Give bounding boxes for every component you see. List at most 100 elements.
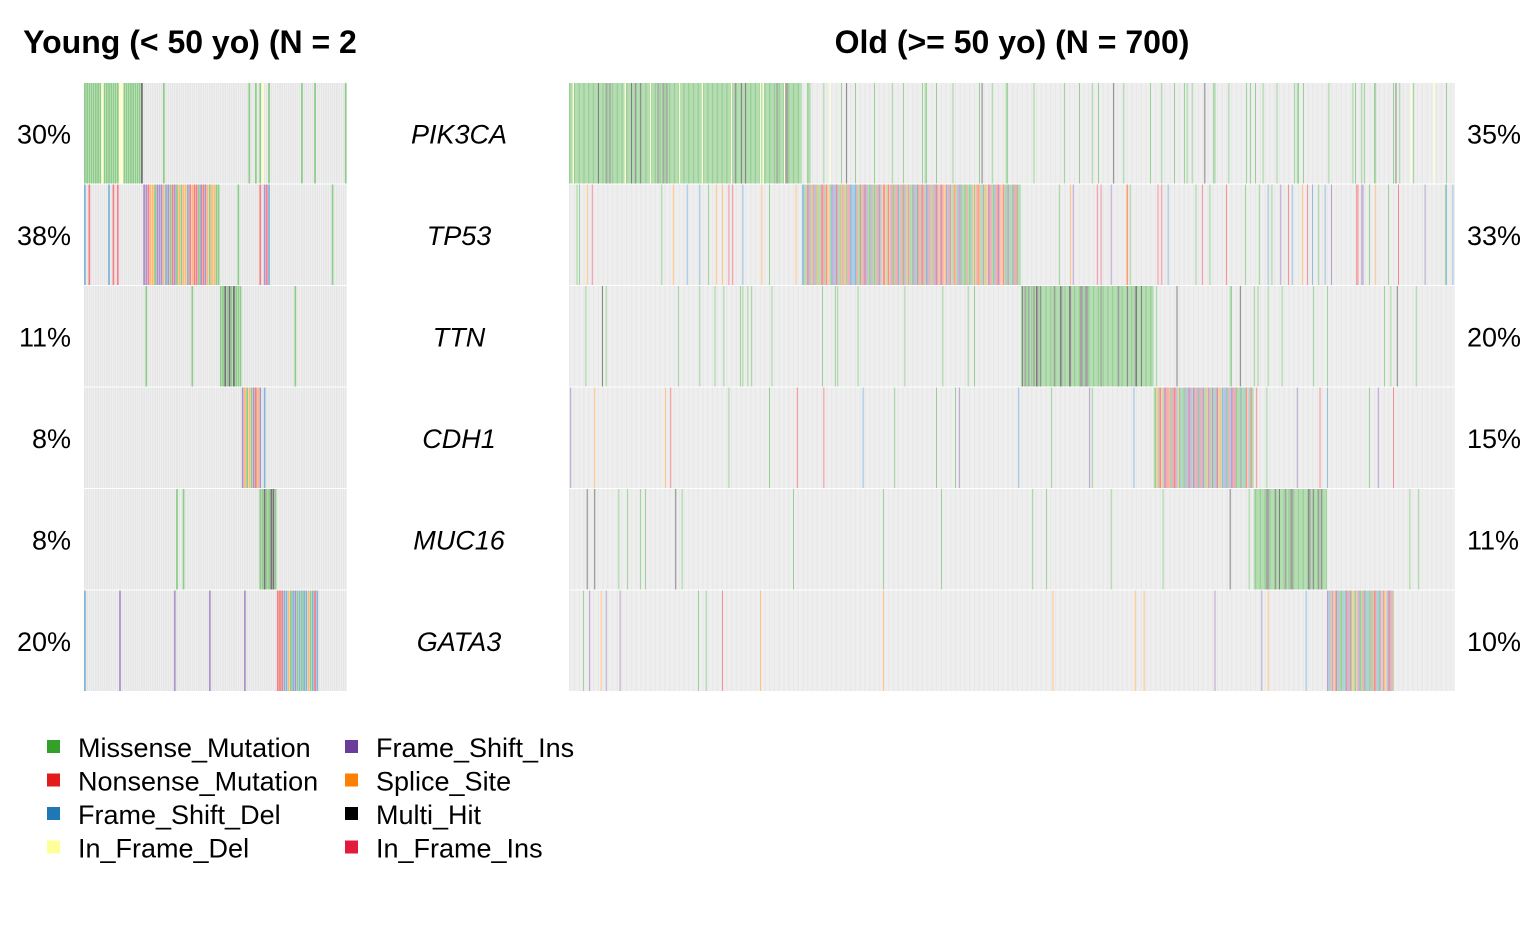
old-cdh1-cell	[875, 387, 877, 488]
old-cdh1-cell	[1153, 387, 1155, 488]
old-ttn-cell	[1244, 286, 1246, 387]
old-tp53-cell	[1044, 184, 1046, 285]
old-pik3ca-cell	[1093, 83, 1094, 184]
young-gata3-cell	[132, 590, 135, 691]
old-cdh1-cell	[1279, 387, 1280, 488]
old-gata3-cell	[656, 590, 658, 691]
old-tp53-cell	[1422, 184, 1424, 285]
old-ttn-cell	[1377, 286, 1379, 387]
young-cdh1-cell	[195, 387, 198, 488]
old-pik3ca-cell	[1267, 83, 1269, 184]
old-cdh1-cell	[787, 387, 789, 488]
old-muc16-cell	[1149, 489, 1151, 590]
young-pik3ca-cell	[314, 83, 316, 184]
old-tp53-cell	[944, 184, 946, 285]
old-cdh1-cell	[1091, 387, 1093, 488]
old-tp53-cell	[972, 184, 974, 285]
old-muc16-cell	[569, 489, 570, 590]
old-pik3ca-cell	[738, 83, 740, 184]
old-tp53-cell	[1156, 184, 1158, 285]
old-ttn-cell	[1322, 286, 1324, 387]
old-pik3ca-cell	[587, 83, 589, 184]
old-tp53-cell	[689, 184, 691, 285]
old-gata3-cell	[743, 590, 745, 691]
old-tp53-cell	[648, 184, 650, 285]
old-cdh1-cell	[951, 387, 953, 488]
old-cdh1-cell	[631, 387, 632, 488]
old-ttn-cell	[1362, 286, 1364, 387]
old-gata3-cell	[595, 590, 597, 691]
old-ttn-cell	[1166, 286, 1168, 387]
old-muc16-cell	[1061, 489, 1063, 590]
old-gata3-cell	[985, 590, 987, 691]
old-muc16-cell	[700, 489, 702, 590]
old-gata3-cell	[818, 590, 820, 691]
old-gata3-cell	[703, 590, 705, 691]
old-tp53-cell	[642, 184, 644, 285]
old-gata3-cell	[1014, 590, 1016, 691]
old-muc16-cell	[1310, 489, 1312, 590]
old-muc16-cell	[1008, 489, 1010, 590]
old-gata3-cell	[1266, 590, 1268, 691]
old-tp53-cell	[653, 184, 655, 285]
old-cdh1-cell	[1309, 387, 1311, 488]
old-tp53-cell	[1203, 184, 1205, 285]
old-gata3-cell	[771, 590, 773, 691]
legend-label-in-frame-del: In_Frame_Del	[78, 834, 249, 864]
old-gata3-cell	[987, 590, 989, 691]
old-cdh1-cell	[886, 387, 888, 488]
old-gata3-cell	[1267, 590, 1269, 691]
old-oncoplot-panel	[569, 83, 1455, 692]
old-muc16-cell	[1286, 489, 1288, 590]
young-cdh1-cell	[296, 387, 299, 488]
young-tp53-cell	[110, 184, 113, 285]
old-gata3-cell	[1353, 590, 1355, 691]
old-ttn-cell	[939, 286, 941, 387]
old-cdh1-cell	[1294, 387, 1296, 488]
old-pik3ca-cell	[1448, 83, 1450, 184]
old-ttn-cell	[1317, 286, 1318, 387]
young-ttn-cell	[233, 286, 235, 387]
old-pik3ca-cell	[779, 83, 781, 184]
old-gata3-cell	[1296, 590, 1298, 691]
young-muc16-cell	[99, 489, 102, 590]
old-gata3-cell	[1210, 590, 1212, 691]
old-tp53-cell	[994, 184, 996, 285]
old-muc16-cell	[1139, 489, 1141, 590]
old-gata3-cell	[796, 590, 798, 691]
old-gata3-cell	[1025, 590, 1027, 691]
old-ttn-cell	[1429, 286, 1431, 387]
old-gata3-cell	[719, 590, 721, 691]
young-tp53-cell	[200, 184, 202, 285]
old-cdh1-cell	[920, 387, 922, 488]
old-ttn-cell	[1386, 286, 1388, 387]
old-gata3-cell	[1204, 590, 1206, 691]
old-gata3-cell	[604, 590, 606, 691]
old-cdh1-cell	[699, 387, 701, 488]
old-cdh1-cell	[820, 387, 822, 488]
old-tp53-cell	[1401, 184, 1403, 285]
young-gata3-cell	[187, 590, 189, 691]
young-tp53-cell	[101, 184, 104, 285]
old-pik3ca-cell	[679, 83, 681, 184]
old-ttn-cell	[1033, 286, 1035, 387]
old-cdh1-cell	[599, 387, 601, 488]
old-muc16-cell	[1186, 489, 1188, 590]
old-tp53-cell	[670, 184, 672, 285]
old-tp53-cell	[1355, 184, 1356, 285]
old-cdh1-cell	[1003, 387, 1005, 488]
young-muc16-cell	[184, 489, 187, 590]
old-pik3ca-cell	[1094, 83, 1096, 184]
young-muc16-cell	[243, 489, 246, 590]
old-pik3ca-cell	[1123, 83, 1125, 184]
old-tp53-cell	[862, 184, 864, 285]
young-muc16-cell	[84, 489, 86, 590]
old-ttn-cell	[999, 286, 1001, 387]
old-cdh1-cell	[1198, 387, 1199, 488]
old-ttn-cell	[798, 286, 800, 387]
old-muc16-cell	[752, 489, 754, 590]
old-pik3ca-cell	[700, 83, 702, 184]
old-ttn-cell	[1000, 286, 1002, 387]
old-gata3-cell	[914, 590, 916, 691]
old-gata3-cell	[794, 590, 796, 691]
